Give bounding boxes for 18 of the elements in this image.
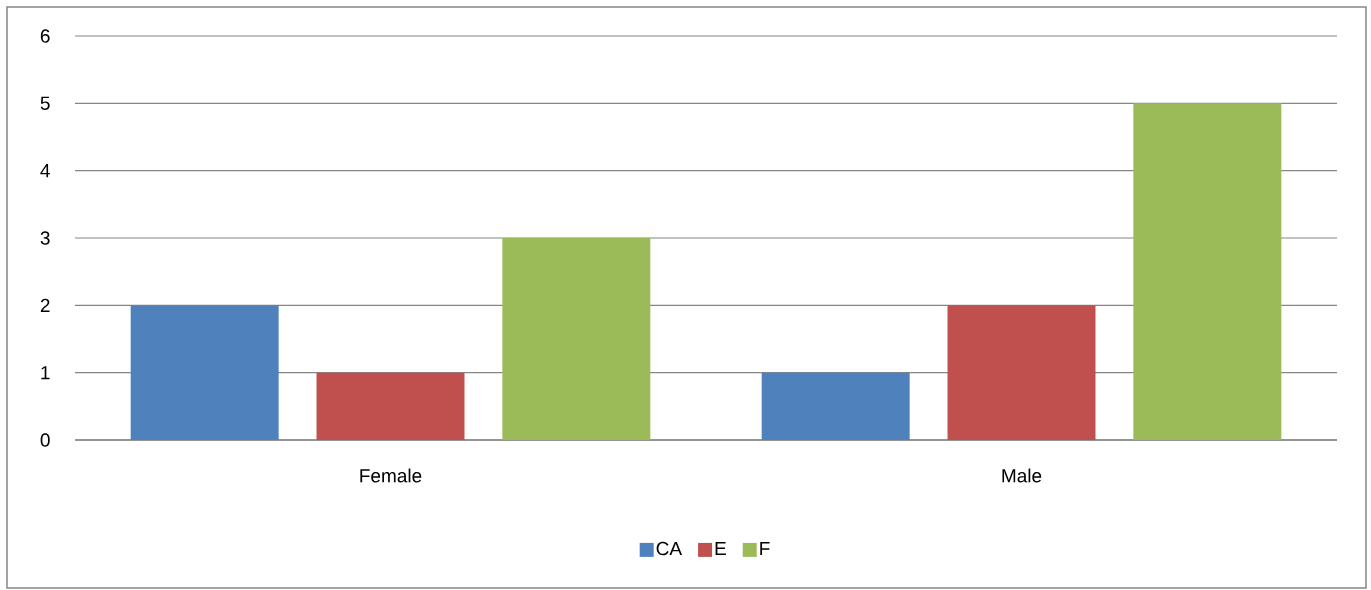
legend-label: F [760, 541, 770, 555]
x-tick-label: Male [1002, 468, 1042, 483]
y-tick-label: 0 [40, 433, 50, 447]
legend-label: E [715, 541, 726, 555]
bar [316, 372, 465, 440]
x-tick-label: Female [360, 468, 422, 483]
y-tick-label: 4 [40, 164, 50, 178]
y-tick-label: 3 [40, 231, 50, 245]
bar [130, 305, 279, 440]
bar [502, 238, 651, 440]
legend-label: CA [656, 541, 683, 556]
y-tick-label: 5 [40, 96, 50, 110]
y-tick-label: 6 [40, 29, 50, 43]
y-tick-label: 1 [41, 366, 50, 380]
y-tick-label: 2 [40, 298, 50, 312]
bar [761, 372, 910, 440]
bar [1133, 103, 1282, 440]
bar [947, 305, 1096, 440]
